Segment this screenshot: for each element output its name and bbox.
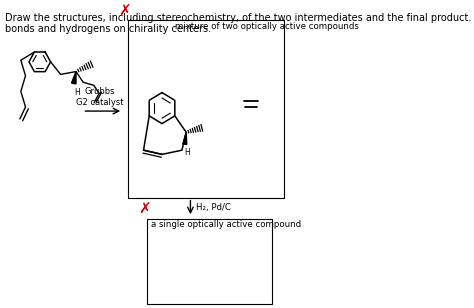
Text: H: H	[74, 88, 80, 97]
Text: ✗: ✗	[118, 3, 131, 18]
Text: Grubbs
G2 catalyst: Grubbs G2 catalyst	[76, 87, 124, 107]
Text: ✗: ✗	[138, 202, 150, 217]
Text: H₂, Pd/C: H₂, Pd/C	[196, 203, 230, 212]
Text: H: H	[185, 148, 191, 157]
Polygon shape	[72, 71, 76, 84]
Text: a single optically active compound: a single optically active compound	[151, 220, 301, 229]
Bar	[128, 20, 283, 198]
Bar	[147, 219, 272, 304]
Text: Draw the structures, including stereochemistry, of the two intermediates and the: Draw the structures, including stereoche…	[5, 13, 474, 34]
Text: mixture of two optically active compounds: mixture of two optically active compound…	[175, 22, 359, 30]
Polygon shape	[183, 132, 187, 144]
